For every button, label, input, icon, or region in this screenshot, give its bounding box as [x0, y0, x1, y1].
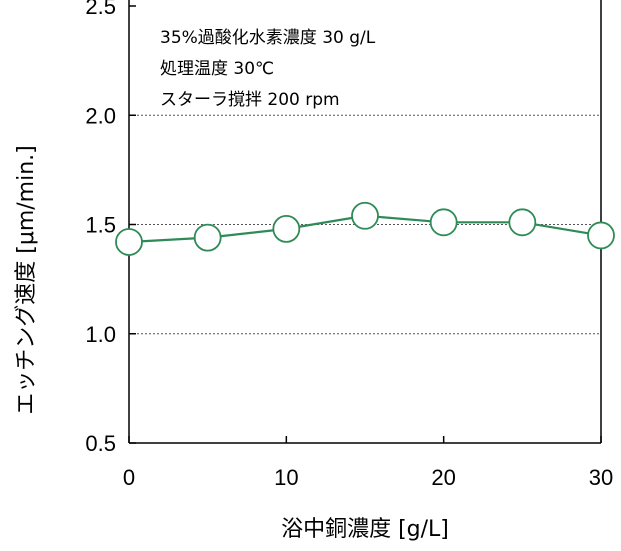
x-tick-label-10: 10 — [274, 465, 298, 490]
data-point-5 — [193, 223, 222, 252]
data-series — [115, 201, 615, 256]
plot-frame — [128, 0, 602, 444]
data-point-30 — [587, 221, 615, 250]
annotation-temperature: 処理温度 30℃ — [160, 59, 274, 79]
data-point-25 — [508, 208, 537, 237]
data-point-10 — [272, 214, 301, 243]
data-point-0 — [115, 228, 143, 256]
y-tick-label-2-0: 2.0 — [85, 103, 116, 128]
x-tick-label-20: 20 — [431, 465, 455, 490]
x-tick-label-30: 30 — [589, 465, 613, 490]
y-tick-label-1-0: 1.0 — [85, 322, 116, 347]
x-axis-title: 浴中銅濃度 [g/L] — [281, 517, 449, 542]
y-tick-label-0-5: 0.5 — [85, 431, 116, 456]
x-tick-label-0: 0 — [123, 465, 135, 490]
data-point-20 — [429, 208, 458, 237]
data-point-15 — [351, 201, 379, 230]
tick-labels: 0 10 20 30 0.5 1.0 1.5 2.0 2.5 — [85, 0, 613, 490]
y-tick-label-1-5: 1.5 — [85, 213, 116, 238]
y-tick-label-2-5: 2.5 — [85, 0, 116, 19]
annotation-peroxide: 35%過酸化水素濃度 30 g/L — [160, 28, 376, 48]
annotation-stirring: スターラ撹拌 200 rpm — [160, 90, 340, 110]
y-axis-title: エッチング速度 [μm/min.] — [14, 145, 39, 414]
annotation-box: 35%過酸化水素濃度 30 g/L 処理温度 30℃ スターラ撹拌 200 rp… — [160, 28, 376, 110]
